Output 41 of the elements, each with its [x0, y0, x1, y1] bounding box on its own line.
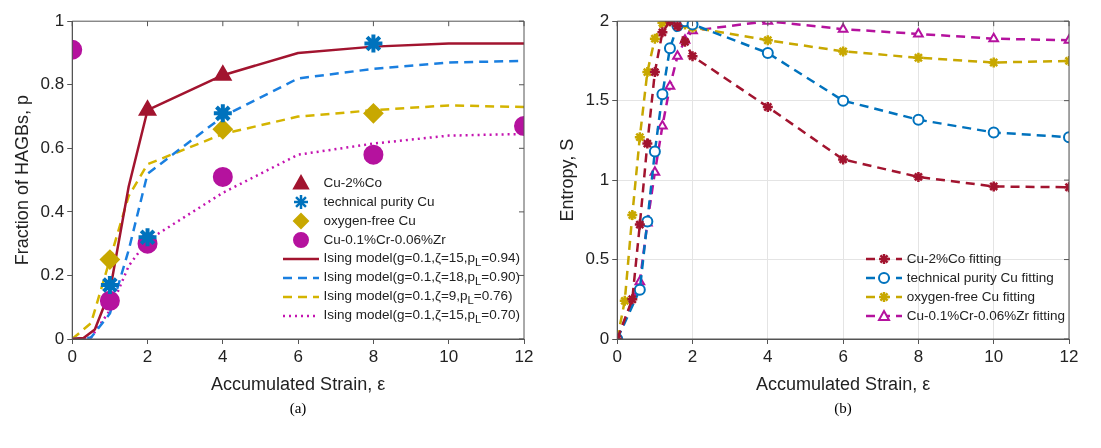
y-tick-label: 0.5 [585, 249, 610, 269]
x-tick-label: 2 [687, 346, 698, 366]
y-tick-label: 1 [54, 10, 65, 30]
x-tick-label: 10 [984, 346, 1004, 366]
legend-label: Ising model(g=0.1,ζ=9,p$_{L}$=0.76) [323, 287, 513, 306]
x-tick-label: 6 [838, 346, 848, 366]
legend-label: Ising model(g=0.1,ζ=15,p$_{L}$=0.94) [323, 249, 520, 268]
legend-label: Ising model(g=0.1,ζ=18,p$_{L}$=0.90) [323, 268, 520, 287]
x-tick-label: 4 [218, 346, 228, 366]
y-tick-label: 0 [599, 328, 610, 348]
legend-label: technical purity Cu [323, 194, 435, 209]
x-tick-label: 8 [913, 346, 924, 366]
x-tick-label: 8 [368, 346, 379, 366]
y-tick-label: 0.4 [40, 201, 65, 221]
x-axis-title: Accumulated Strain, ε [756, 374, 931, 395]
text: (b) [833, 400, 853, 417]
x-tick-label: 6 [293, 346, 303, 366]
x-tick-label: 12 [514, 346, 534, 366]
x-tick-label: 2 [142, 346, 153, 366]
y-tick-label: 0.8 [40, 74, 65, 94]
legend-label: technical purity Cu fitting [906, 270, 1054, 285]
text: (a) [288, 400, 308, 417]
legend-label: Cu-2%Co [323, 175, 383, 190]
x-tick-label: 4 [763, 346, 773, 366]
legend-label: Cu-0.1%Cr-0.06%Zr [323, 232, 446, 247]
y-tick-label: 0.2 [40, 265, 65, 285]
y-tick-label: 1.5 [585, 90, 610, 110]
legend-label: Ising model(g=0.1,ζ=15,p$_{L}$=0.70) [323, 306, 520, 325]
y-axis-title: Entropy, S [556, 138, 577, 222]
x-axis-title: Accumulated Strain, ε [211, 374, 386, 395]
x-tick-label: 12 [1059, 346, 1079, 366]
x-tick-label: 10 [439, 346, 459, 366]
y-tick-label: 0 [54, 328, 65, 348]
legend-label: Cu-0.1%Cr-0.06%Zr fitting [906, 308, 1065, 323]
y-axis-title: Fraction of HAGBs, p [11, 95, 32, 266]
legend-label: Cu-2%Co fitting [906, 251, 1002, 266]
y-tick-label: 2 [599, 10, 610, 30]
legend-label: oxygen-free Cu [323, 213, 416, 228]
y-tick-label: 0.6 [40, 138, 65, 158]
legend-label: oxygen-free Cu fitting [906, 289, 1036, 304]
y-tick-label: 1 [599, 169, 610, 189]
